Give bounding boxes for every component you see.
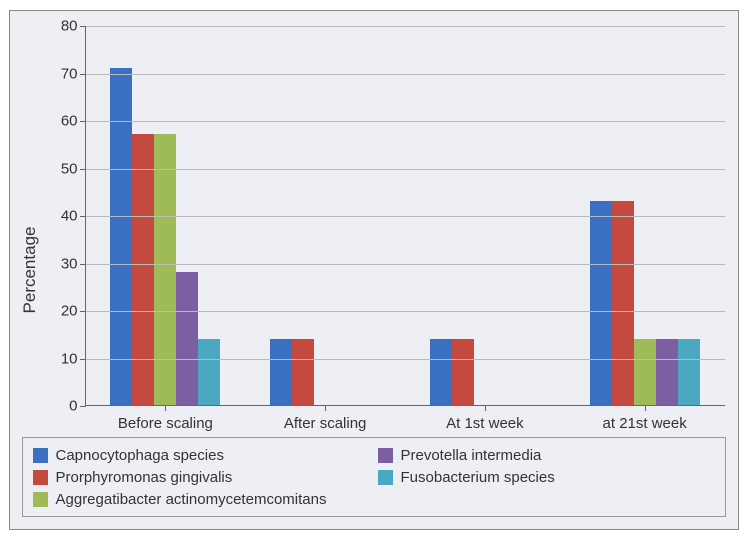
bar: [678, 339, 700, 406]
xtick-label: At 1st week: [446, 415, 524, 432]
xtick-mark: [645, 405, 646, 411]
bar: [612, 201, 634, 405]
bar: [270, 339, 292, 406]
bar: [176, 272, 198, 405]
xtick-mark: [165, 405, 166, 411]
bar: [154, 134, 176, 405]
bar-group: at 21st week: [590, 201, 700, 405]
legend-item: Fusobacterium species: [378, 469, 715, 486]
chart-container: Percentage Before scaling After scaling At…: [9, 10, 739, 530]
bar: [634, 339, 656, 406]
ytick-mark: [80, 121, 86, 122]
gridline: [86, 121, 725, 122]
bar: [452, 339, 474, 406]
plot-area: Before scaling After scaling At 1st week at…: [85, 26, 725, 406]
ytick-label: 80: [61, 18, 78, 35]
xtick-label: Before scaling: [118, 415, 213, 432]
bar: [198, 339, 220, 406]
ytick-label: 60: [61, 113, 78, 130]
ytick-label: 10: [61, 350, 78, 367]
gridline: [86, 26, 725, 27]
bar: [132, 134, 154, 405]
legend-swatch: [33, 448, 48, 463]
ytick-label: 0: [69, 398, 77, 415]
legend-swatch: [378, 470, 393, 485]
xtick-label: at 21st week: [603, 415, 687, 432]
bar-group: Before scaling: [110, 68, 220, 405]
gridline: [86, 264, 725, 265]
ytick-mark: [80, 406, 86, 407]
legend-label: Prorphyromonas gingivalis: [56, 469, 233, 486]
ytick-mark: [80, 74, 86, 75]
legend-label: Capnocytophaga species: [56, 447, 224, 464]
bar: [590, 201, 612, 405]
gridline: [86, 359, 725, 360]
legend-label: Fusobacterium species: [401, 469, 555, 486]
bar-group: After scaling: [270, 339, 380, 406]
bar: [110, 68, 132, 405]
ytick-mark: [80, 359, 86, 360]
legend-swatch: [33, 470, 48, 485]
ytick-label: 40: [61, 208, 78, 225]
legend-item: Prevotella intermedia: [378, 447, 715, 464]
bar: [656, 339, 678, 406]
legend-label: Prevotella intermedia: [401, 447, 542, 464]
legend-item: Capnocytophaga species: [33, 447, 370, 464]
bar: [430, 339, 452, 406]
gridline: [86, 311, 725, 312]
xtick-mark: [485, 405, 486, 411]
bar-group: At 1st week: [430, 339, 540, 406]
ytick-mark: [80, 264, 86, 265]
legend-swatch: [378, 448, 393, 463]
ytick-label: 50: [61, 160, 78, 177]
gridline: [86, 169, 725, 170]
legend: Capnocytophaga species Prevotella interme…: [22, 437, 726, 517]
ytick-mark: [80, 169, 86, 170]
y-axis-label: Percentage: [20, 227, 40, 314]
xtick-label: After scaling: [284, 415, 367, 432]
ytick-label: 30: [61, 255, 78, 272]
gridline: [86, 216, 725, 217]
legend-item: Aggregatibacter actinomycetemcomitans: [33, 491, 370, 508]
gridline: [86, 74, 725, 75]
ytick-mark: [80, 216, 86, 217]
legend-swatch: [33, 492, 48, 507]
bar: [292, 339, 314, 406]
xtick-mark: [325, 405, 326, 411]
ytick-label: 70: [61, 65, 78, 82]
ytick-mark: [80, 26, 86, 27]
legend-item: Prorphyromonas gingivalis: [33, 469, 370, 486]
legend-label: Aggregatibacter actinomycetemcomitans: [56, 491, 327, 508]
ytick-mark: [80, 311, 86, 312]
ytick-label: 20: [61, 303, 78, 320]
